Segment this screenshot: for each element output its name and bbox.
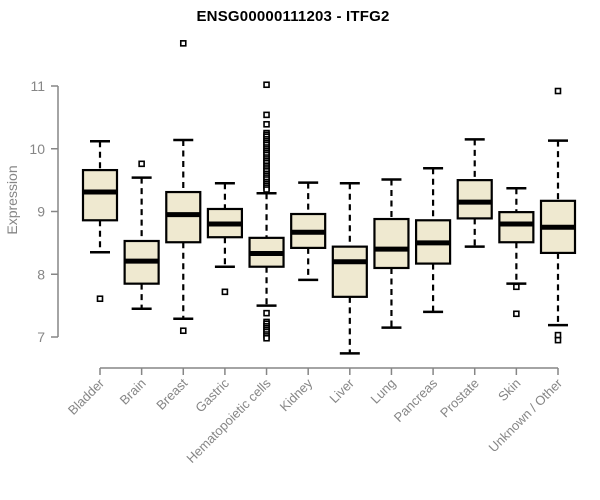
x-axis-tick-label: Breast <box>153 375 190 412</box>
outlier-point-unknown-other <box>554 336 562 344</box>
outlier-point-skin <box>513 283 520 291</box>
outlier-point-unknown-other <box>554 87 562 95</box>
x-axis-tick-label: Prostate <box>437 376 482 421</box>
outlier-point-hematopoietic-cells <box>263 186 270 193</box>
x-axis-tick-label: Brain <box>117 376 149 408</box>
box-bladder <box>81 168 119 222</box>
outlier-point-bladder <box>96 295 104 303</box>
outlier-point-gastric <box>221 288 229 296</box>
y-axis-tick-label: 11 <box>30 78 45 94</box>
y-axis-tick-label: 8 <box>37 266 45 282</box>
box-lung <box>373 217 410 270</box>
outlier-point-hematopoietic-cells <box>263 120 270 128</box>
y-axis-tick-label: 7 <box>37 329 45 345</box>
outlier-point-hematopoietic-cells <box>263 81 270 89</box>
x-axis-tick-label: Skin <box>495 376 523 404</box>
x-axis-tick-label: Gastric <box>192 375 232 415</box>
y-axis-tick-label: 9 <box>37 204 45 220</box>
outlier-point-breast <box>179 327 187 335</box>
x-axis-tick-label: Pancreas <box>391 375 441 425</box>
outlier-point-breast <box>179 40 187 47</box>
box-prostate <box>456 179 493 220</box>
x-axis-tick-label: Lung <box>368 376 399 407</box>
outlier-point-hematopoietic-cells <box>263 334 270 342</box>
outlier-point-hematopoietic-cells <box>263 111 270 119</box>
box-breast <box>165 190 202 244</box>
x-axis-tick-label: Unknown / Other <box>486 375 566 455</box>
outlier-point-skin <box>513 310 520 318</box>
y-axis-title: Expression <box>4 165 20 234</box>
outlier-point-hematopoietic-cells <box>263 309 270 317</box>
x-axis-tick-label: Liver <box>326 375 357 406</box>
x-axis-tick-label: Kidney <box>277 375 316 414</box>
box-liver <box>331 245 368 298</box>
y-axis-tick-label: 10 <box>29 141 45 157</box>
box-skin <box>498 211 535 244</box>
x-axis-tick-label: Bladder <box>65 375 108 418</box>
outlier-point-brain <box>138 160 145 168</box>
chart-title: ENSG00000111203 - ITFG2 <box>196 8 390 25</box>
